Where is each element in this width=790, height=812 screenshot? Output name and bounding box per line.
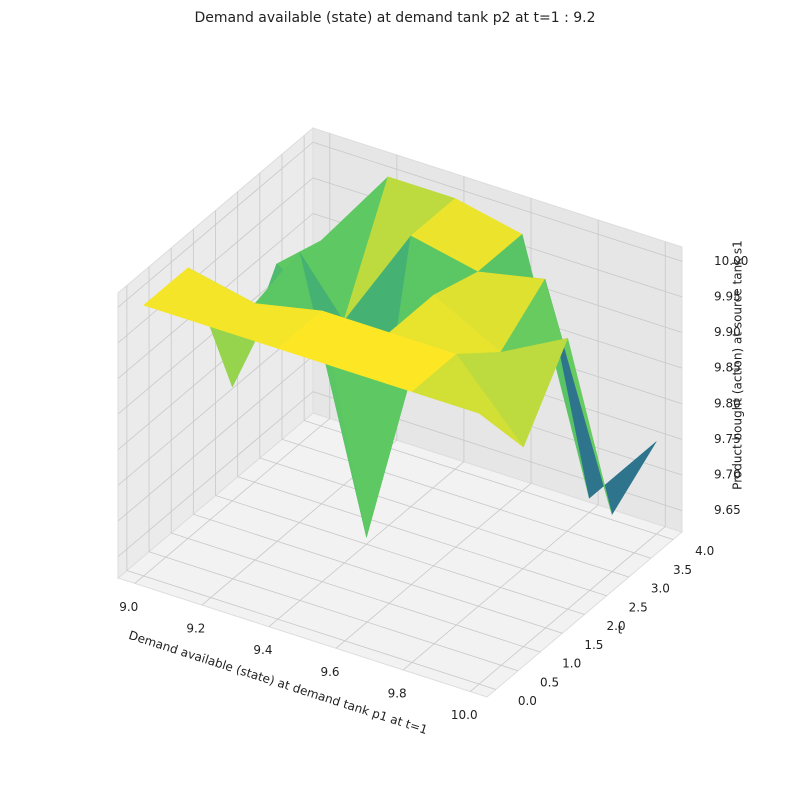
z-tick-label: 9.65 xyxy=(714,503,741,517)
grid-line xyxy=(148,551,519,672)
grid-line xyxy=(117,355,314,522)
grid-line xyxy=(117,141,314,308)
x-tick-label: 9.6 xyxy=(320,665,339,679)
z-tick-label: 9.90 xyxy=(714,325,741,339)
grid-line xyxy=(281,438,652,559)
surface-patch xyxy=(411,353,524,448)
chart-title: Demand available (state) at demand tank … xyxy=(194,10,595,26)
grid-line xyxy=(237,476,607,597)
y-axis-label: t xyxy=(618,623,623,637)
grid-line xyxy=(215,495,585,615)
y-tick-label: 2.0 xyxy=(607,619,626,633)
grid-line xyxy=(126,570,496,690)
z-axis-label: Product bought (action) at source tank s… xyxy=(731,240,745,490)
x-tick-label: 9.0 xyxy=(119,600,138,614)
y-tick-label: 3.5 xyxy=(673,563,692,577)
x-tick-label: 9.4 xyxy=(253,643,272,657)
z-tick-label: 9.95 xyxy=(714,289,741,303)
y-tick-label: 4.0 xyxy=(695,544,714,558)
grid-line xyxy=(171,532,541,653)
x-tick-label: 9.2 xyxy=(186,622,205,636)
y-tick-label: 1.0 xyxy=(562,657,581,671)
y-tick-label: 2.5 xyxy=(629,600,648,614)
grid-line xyxy=(259,457,629,578)
z-tick-label: 9.75 xyxy=(714,432,741,446)
z-tick-label: 9.80 xyxy=(714,396,741,410)
z-tick-label: 10.00 xyxy=(714,254,748,268)
grid-line xyxy=(117,177,314,344)
y-tick-label: 0.5 xyxy=(540,675,559,689)
grid-line xyxy=(193,513,563,634)
y-tick-label: 0.0 xyxy=(518,694,537,708)
y-tick-label: 3.0 xyxy=(651,582,670,596)
z-tick-label: 9.85 xyxy=(714,361,741,375)
x-tick-label: 10.0 xyxy=(451,708,478,722)
x-tick-label: 9.8 xyxy=(388,686,407,700)
y-tick-label: 1.5 xyxy=(584,638,603,652)
z-tick-label: 9.70 xyxy=(714,468,741,482)
grid-line xyxy=(312,141,683,262)
grid-line xyxy=(117,391,314,557)
